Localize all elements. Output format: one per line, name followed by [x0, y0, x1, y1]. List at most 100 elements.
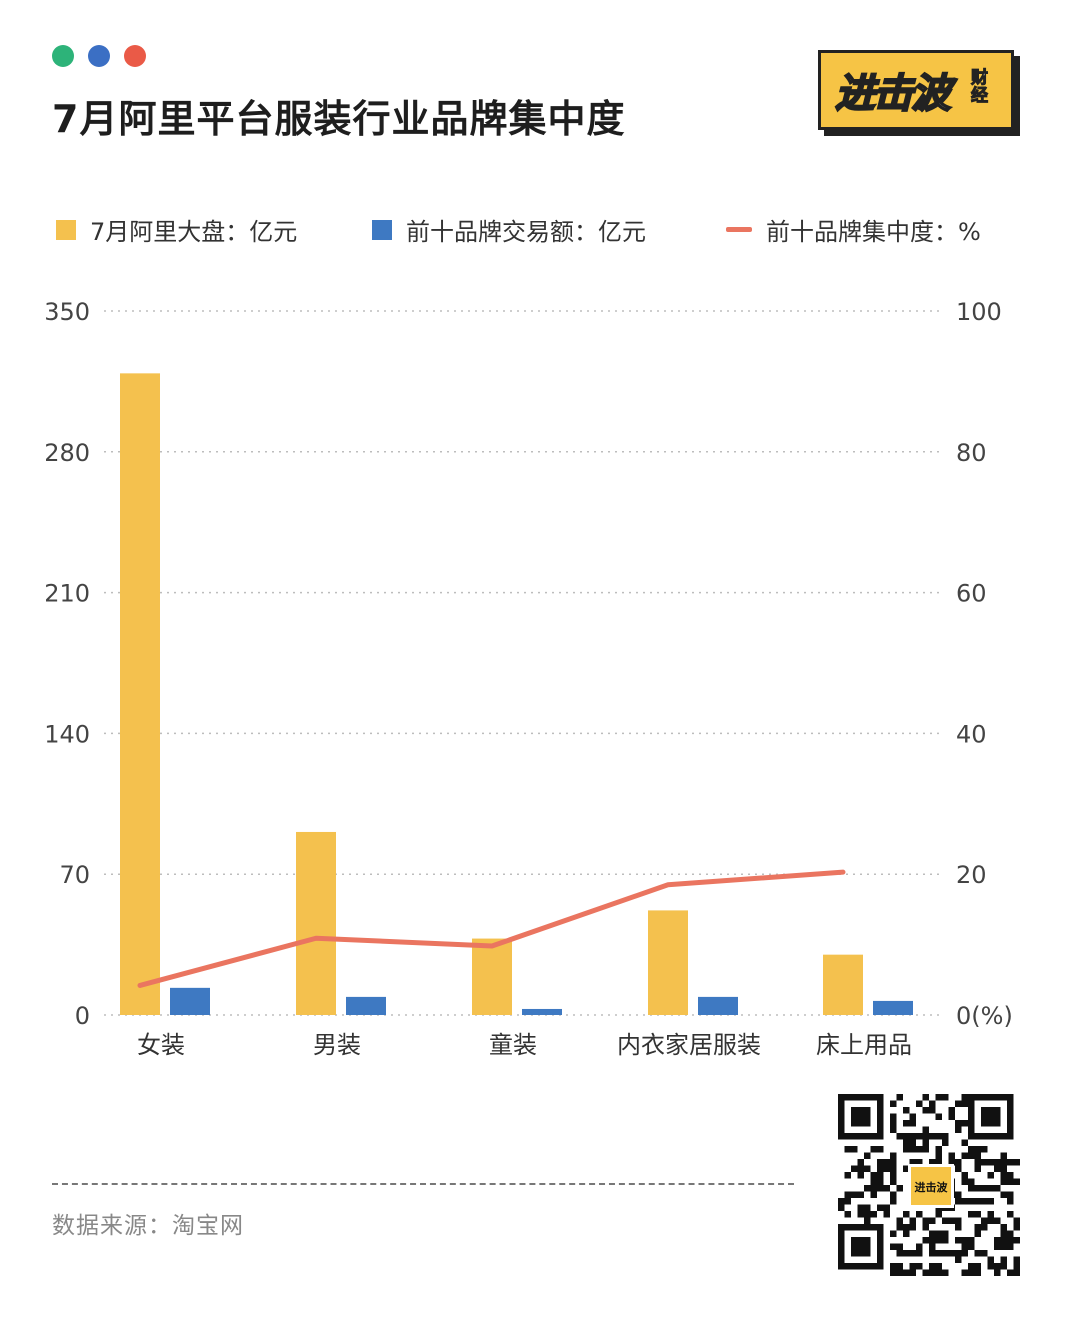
yellow-square-icon [56, 219, 76, 240]
qr-module [942, 1094, 949, 1101]
qr-module [1000, 1165, 1007, 1172]
qr-module [935, 1237, 942, 1244]
qr-module [870, 1185, 877, 1192]
qr-module [955, 1100, 962, 1107]
logo-text: 进击波 [834, 70, 952, 118]
qr-module [1000, 1230, 1007, 1237]
qr-module [877, 1146, 884, 1153]
qr-module [994, 1217, 1001, 1224]
bar-top10 [522, 1008, 562, 1015]
qr-module [994, 1263, 1001, 1270]
qr-module [961, 1269, 968, 1276]
qr-module [968, 1269, 975, 1276]
qr-module [935, 1263, 942, 1270]
qr-module [857, 1191, 864, 1198]
qr-module [955, 1191, 962, 1198]
qr-module [909, 1159, 916, 1166]
qr-module [890, 1191, 897, 1198]
qr-module [968, 1178, 975, 1185]
qr-module [1013, 1256, 1020, 1263]
chart-legend: 7月阿里大盘：亿元 前十品牌交易额：亿元 前十品牌集中度：% [0, 212, 1080, 248]
bar-top10 [346, 996, 386, 1015]
qr-module [981, 1159, 988, 1166]
bar-top10 [698, 996, 738, 1015]
qr-module [987, 1198, 994, 1205]
qr-module [987, 1159, 994, 1166]
qr-module [955, 1237, 962, 1244]
red-dot-icon [124, 45, 146, 67]
qr-module [857, 1204, 864, 1211]
qr-module [1000, 1172, 1007, 1179]
qr-module [987, 1211, 994, 1218]
qr-module [1007, 1159, 1014, 1166]
qr-module [916, 1159, 923, 1166]
qr-module [909, 1269, 916, 1276]
right-tick-label: 100 [956, 298, 1002, 326]
qr-module [883, 1165, 890, 1172]
qr-module [922, 1126, 929, 1133]
qr-module [929, 1237, 936, 1244]
qr-module [896, 1224, 903, 1231]
bar-market [823, 954, 863, 1015]
qr-module [903, 1224, 910, 1231]
qr-module [994, 1237, 1001, 1244]
qr-module [922, 1217, 929, 1224]
bar-line-chart: 0 0(%) 70 20 140 40 210 60 280 80 350 100 女装 男装 童装 内衣家居… [44, 298, 1013, 1059]
qr-module [974, 1165, 981, 1172]
legend-label-market: 7月阿里大盘：亿元 [90, 218, 298, 246]
qr-module [838, 1198, 845, 1205]
qr-module [974, 1263, 981, 1270]
qr-module [896, 1133, 903, 1140]
legend-item-concentration: 前十品牌集中度：% [726, 212, 981, 247]
qr-module [916, 1263, 923, 1270]
qr-module [916, 1146, 923, 1153]
qr-module [961, 1198, 968, 1205]
qr-module [1000, 1237, 1007, 1244]
qr-module [1013, 1159, 1020, 1166]
qr-module [896, 1269, 903, 1276]
qr-module [1007, 1178, 1014, 1185]
qr-module [935, 1146, 942, 1153]
qr-module [994, 1269, 1001, 1276]
qr-module [942, 1139, 949, 1146]
qr-module [935, 1113, 942, 1120]
qr-module [981, 1198, 988, 1205]
qr-module [864, 1185, 871, 1192]
qr-code-icon[interactable]: 进击波 [838, 1094, 1022, 1278]
qr-module [1007, 1198, 1014, 1205]
qr-module [968, 1152, 975, 1159]
qr-module [935, 1094, 942, 1101]
qr-module [968, 1243, 975, 1250]
qr-module [935, 1211, 942, 1218]
qr-module [877, 1204, 884, 1211]
qr-module [909, 1120, 916, 1127]
qr-module [922, 1269, 929, 1276]
category-label: 男装 [313, 1031, 361, 1059]
qr-module [916, 1100, 923, 1107]
legend-label-top10: 前十品牌交易额：亿元 [406, 218, 646, 246]
qr-module [955, 1256, 962, 1263]
qr-module [987, 1256, 994, 1263]
qr-module [922, 1133, 929, 1140]
qr-module [948, 1217, 955, 1224]
qr-module [1013, 1178, 1020, 1185]
qr-module [870, 1172, 877, 1179]
qr-module [968, 1211, 975, 1218]
bar-market [648, 910, 688, 1015]
qr-module [948, 1159, 955, 1166]
qr-module [974, 1159, 981, 1166]
right-tick-label: 80 [956, 439, 987, 467]
qr-module [1013, 1217, 1020, 1224]
right-tick-label: 40 [956, 720, 987, 748]
qr-module [961, 1120, 968, 1127]
qr-module [1000, 1263, 1007, 1270]
qr-module [961, 1100, 968, 1107]
qr-module [909, 1217, 916, 1224]
qr-module [877, 1185, 884, 1192]
qr-module [851, 1191, 858, 1198]
qr-module [942, 1237, 949, 1244]
qr-module [968, 1146, 975, 1153]
qr-module [922, 1237, 929, 1244]
qr-module [942, 1250, 949, 1257]
qr-module [961, 1139, 968, 1146]
